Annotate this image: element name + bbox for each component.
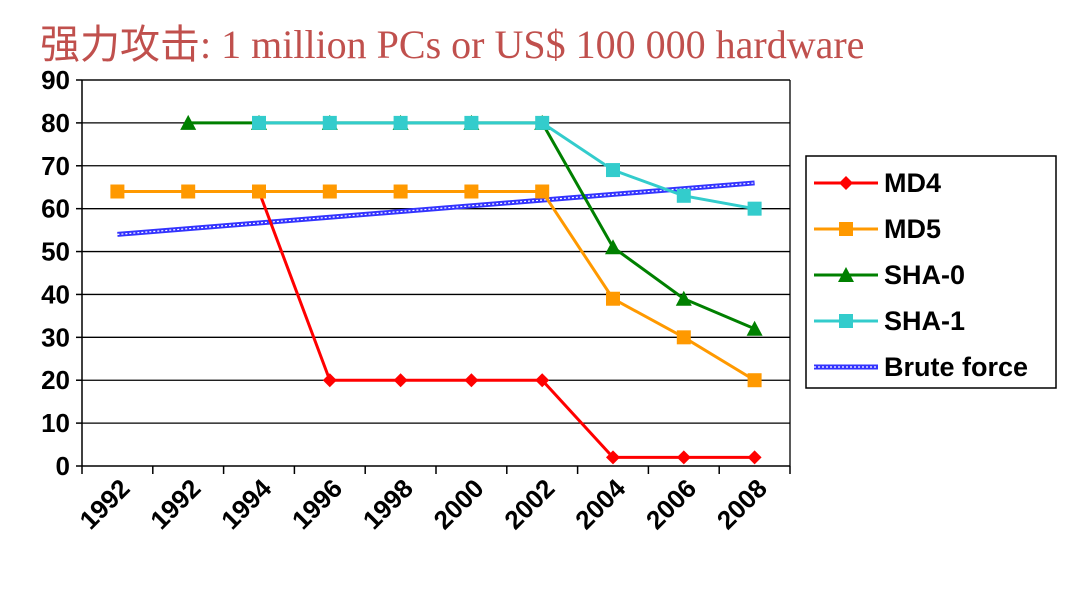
data-point xyxy=(606,163,620,178)
data-point xyxy=(252,184,266,199)
y-tick-label: 70 xyxy=(41,151,70,181)
data-point xyxy=(676,330,691,345)
legend-marker xyxy=(838,267,854,282)
x-tick-label: 2004 xyxy=(569,473,631,535)
y-axis-tick-labels: 0 10 20 30 40 50 60 70 80 90 xyxy=(41,65,70,481)
data-point xyxy=(181,184,196,199)
data-point xyxy=(676,188,691,203)
x-tick-label: 1998 xyxy=(357,473,419,535)
series-line xyxy=(117,190,756,382)
y-tick-label: 10 xyxy=(41,408,70,438)
series-sha-1 xyxy=(252,115,762,216)
data-point xyxy=(464,184,479,199)
data-point xyxy=(393,115,408,130)
x-tick-label: 2002 xyxy=(498,473,560,535)
data-point xyxy=(110,184,125,199)
legend-label: MD4 xyxy=(884,168,941,198)
y-tick-label: 30 xyxy=(41,322,70,352)
y-tick-label: 50 xyxy=(41,237,70,267)
x-tick-label: 1994 xyxy=(215,473,277,535)
data-point xyxy=(675,290,692,306)
gridlines xyxy=(82,79,791,466)
data-point xyxy=(252,115,266,130)
legend-marker xyxy=(839,314,853,328)
series-brute-force xyxy=(117,180,755,237)
data-point xyxy=(322,115,337,130)
legend-item-brute-force: Brute force xyxy=(814,352,1028,382)
series-line xyxy=(259,121,755,211)
x-tick-label: 1992 xyxy=(144,473,206,535)
legend-item-sha-1: SHA-1 xyxy=(814,306,965,336)
legend-item-md5: MD5 xyxy=(814,214,941,244)
data-point xyxy=(606,450,620,465)
legend-label: Brute force xyxy=(884,352,1028,382)
x-tick-label: 2000 xyxy=(428,473,490,535)
data-point xyxy=(535,373,550,388)
legend-item-md4: MD4 xyxy=(814,168,941,198)
data-point xyxy=(676,450,691,465)
x-axis-tick-labels: 1992 1992 1994 1996 1998 2000 2002 2004 2006 2008 xyxy=(74,473,773,535)
legend: MD4 MD5 SHA-0 SHA-1 Brute force xyxy=(805,155,1057,389)
data-point xyxy=(535,115,550,130)
data-point xyxy=(746,320,763,336)
data-point xyxy=(393,184,408,199)
legend-label: MD5 xyxy=(884,214,941,244)
series-lines xyxy=(110,114,763,465)
data-point xyxy=(180,114,197,130)
data-point xyxy=(322,373,337,388)
data-point xyxy=(606,291,620,306)
legend-item-sha-0: SHA-0 xyxy=(814,260,965,290)
data-point xyxy=(464,373,479,388)
x-tick-label: 1996 xyxy=(286,473,348,535)
data-point xyxy=(747,373,762,388)
data-point xyxy=(747,450,762,465)
data-point xyxy=(535,184,550,199)
series-line-hatch xyxy=(117,182,755,235)
y-tick-label: 0 xyxy=(56,451,70,481)
axes xyxy=(76,79,791,474)
legend-label: SHA-0 xyxy=(884,260,965,290)
legend-marker xyxy=(839,176,853,190)
legend-marker xyxy=(839,222,853,236)
x-tick-label: 2008 xyxy=(711,473,773,535)
y-tick-label: 90 xyxy=(41,65,70,95)
series-md5 xyxy=(110,184,762,388)
chart-title: 强力攻击: 1 million PCs or US$ 100 000 hardw… xyxy=(40,22,864,67)
y-tick-label: 80 xyxy=(41,108,70,138)
data-point xyxy=(464,115,479,130)
y-tick-label: 60 xyxy=(41,194,70,224)
data-point xyxy=(322,184,337,199)
data-point xyxy=(605,239,621,255)
legend-label: SHA-1 xyxy=(884,306,965,336)
y-tick-label: 40 xyxy=(41,279,70,309)
data-point xyxy=(393,373,408,388)
data-point xyxy=(747,201,762,216)
series-sha-0 xyxy=(180,114,763,336)
x-tick-label: 2006 xyxy=(640,473,702,535)
x-tick-label: 1992 xyxy=(74,473,136,535)
y-tick-label: 20 xyxy=(41,365,70,395)
